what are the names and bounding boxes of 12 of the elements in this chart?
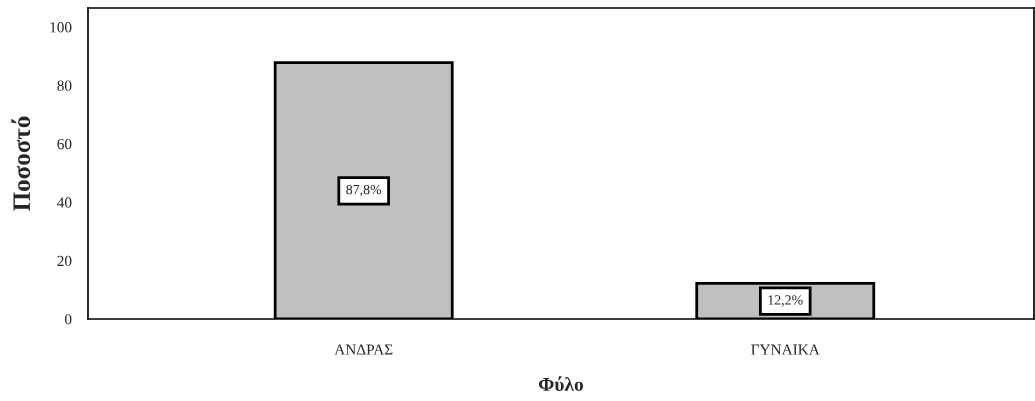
y-tick-label: 40 (57, 197, 72, 208)
y-tick-label: 100 (50, 22, 72, 33)
y-tick-label: 0 (64, 314, 72, 325)
data-label: 12,2% (768, 295, 803, 307)
x-tick-label: ΑΝΔΡΑΣ (334, 344, 393, 355)
y-tick-label: 20 (57, 255, 72, 267)
y-tick-label: 80 (57, 80, 72, 91)
x-axis-title: Φύλο (538, 376, 583, 391)
y-axis-title: Ποσοστό (11, 116, 31, 211)
y-tick-label: 60 (57, 138, 72, 150)
x-tick-label: ΓΥΝΑΙΚΑ (751, 344, 820, 355)
data-label: 87,8% (346, 184, 382, 197)
